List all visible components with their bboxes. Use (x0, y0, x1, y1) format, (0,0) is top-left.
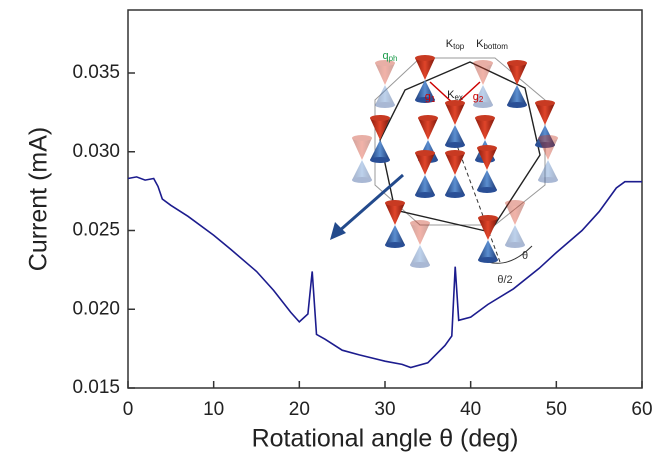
inset-label: Kex (447, 89, 463, 102)
inset-label-main: K (476, 38, 484, 50)
x-tick-label: 20 (289, 399, 310, 420)
inset-label-sub: ph (389, 54, 398, 63)
inset-label-main: θ/2 (497, 274, 512, 286)
inset-label: Kbottom (476, 38, 508, 51)
inset-label-main: K (447, 89, 455, 101)
inset-label-main: g (473, 91, 479, 103)
inset-label-main: K (446, 38, 454, 50)
y-tick-label: 0.035 (72, 62, 120, 83)
x-tick-label: 40 (460, 399, 481, 420)
x-tick-label: 0 (123, 399, 134, 420)
inset-label: θ (522, 250, 528, 262)
inset-diagram (330, 55, 558, 268)
x-tick-label: 60 (631, 399, 652, 420)
inset-label-main: q (382, 50, 388, 62)
inset-label-sub: 2 (479, 95, 484, 104)
y-tick-label: 0.015 (72, 377, 120, 398)
inset-label-main: g (425, 91, 431, 103)
x-axis-title: Rotational angle θ (deg) (252, 425, 519, 453)
inset-label: Ktop (446, 38, 465, 51)
y-tick-label: 0.030 (72, 141, 120, 162)
inset-label-sub: bottom (483, 42, 508, 51)
y-axis-title: Current (mA) (25, 127, 53, 271)
y-tick-label: 0.020 (72, 298, 120, 319)
x-tick-label: 50 (546, 399, 567, 420)
inset-label: qph (382, 50, 397, 63)
y-tick-label: 0.025 (72, 220, 120, 241)
x-tick-label: 10 (203, 399, 224, 420)
inset-label: θ/2 (497, 274, 512, 286)
inset-label: g1 (425, 91, 436, 104)
x-tick-label: 30 (374, 399, 395, 420)
inset-label-sub: 1 (431, 95, 436, 104)
inset-label-sub: ex (454, 93, 462, 102)
inset-label-main: θ (522, 250, 528, 262)
data-line (127, 176, 642, 369)
inset-label-sub: top (453, 42, 465, 51)
inset-label: g2 (473, 91, 484, 104)
